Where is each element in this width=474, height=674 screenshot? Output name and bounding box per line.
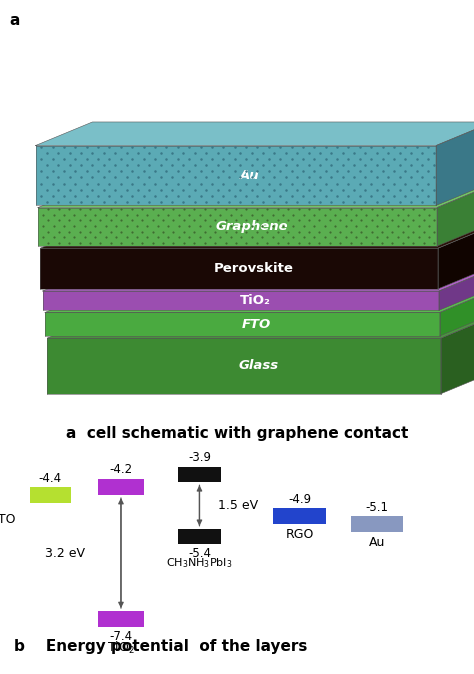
Text: 1.5 eV: 1.5 eV: [218, 499, 258, 512]
Text: Perovskite: Perovskite: [213, 262, 293, 275]
Bar: [351, 516, 403, 532]
Text: TiO₂: TiO₂: [239, 294, 271, 307]
Text: Glass: Glass: [238, 359, 278, 373]
Polygon shape: [36, 146, 436, 206]
Polygon shape: [36, 122, 474, 146]
Text: FTO: FTO: [242, 317, 271, 331]
Polygon shape: [45, 289, 474, 313]
Bar: [98, 479, 144, 495]
Polygon shape: [43, 268, 474, 291]
Text: a  cell schematic with graphene contact: a cell schematic with graphene contact: [66, 425, 408, 441]
Text: RGO: RGO: [285, 528, 314, 541]
Text: -7.4: -7.4: [109, 630, 133, 643]
Polygon shape: [437, 184, 474, 246]
Polygon shape: [439, 268, 474, 310]
Polygon shape: [45, 313, 440, 336]
Text: FTO: FTO: [0, 514, 16, 526]
Text: -5.4: -5.4: [188, 547, 211, 560]
Text: CH$_3$NH$_3$PbI$_3$: CH$_3$NH$_3$PbI$_3$: [166, 556, 233, 570]
Text: -3.9: -3.9: [188, 451, 211, 464]
Text: b    Energy potential  of the layers: b Energy potential of the layers: [14, 640, 308, 654]
Text: -4.4: -4.4: [39, 472, 62, 485]
Polygon shape: [47, 338, 441, 394]
Polygon shape: [43, 291, 439, 310]
Text: 3.2 eV: 3.2 eV: [45, 547, 84, 559]
Bar: [273, 508, 326, 524]
Polygon shape: [38, 208, 437, 246]
Text: Au: Au: [369, 536, 385, 549]
Text: Au: Au: [240, 169, 260, 182]
Text: -5.1: -5.1: [365, 501, 388, 514]
Text: TiO$_2$: TiO$_2$: [107, 640, 135, 656]
Polygon shape: [440, 289, 474, 336]
Bar: [178, 528, 221, 545]
Polygon shape: [441, 315, 474, 394]
Polygon shape: [47, 315, 474, 338]
Bar: [98, 611, 144, 627]
Text: -4.9: -4.9: [288, 493, 311, 506]
Bar: [178, 466, 221, 483]
Text: a: a: [9, 13, 20, 28]
Text: Graphene: Graphene: [215, 220, 288, 233]
Polygon shape: [38, 184, 474, 208]
Polygon shape: [438, 224, 474, 289]
Polygon shape: [40, 224, 474, 248]
Polygon shape: [436, 122, 474, 206]
Bar: [30, 487, 71, 503]
Polygon shape: [40, 248, 438, 289]
Text: -4.2: -4.2: [109, 463, 133, 477]
